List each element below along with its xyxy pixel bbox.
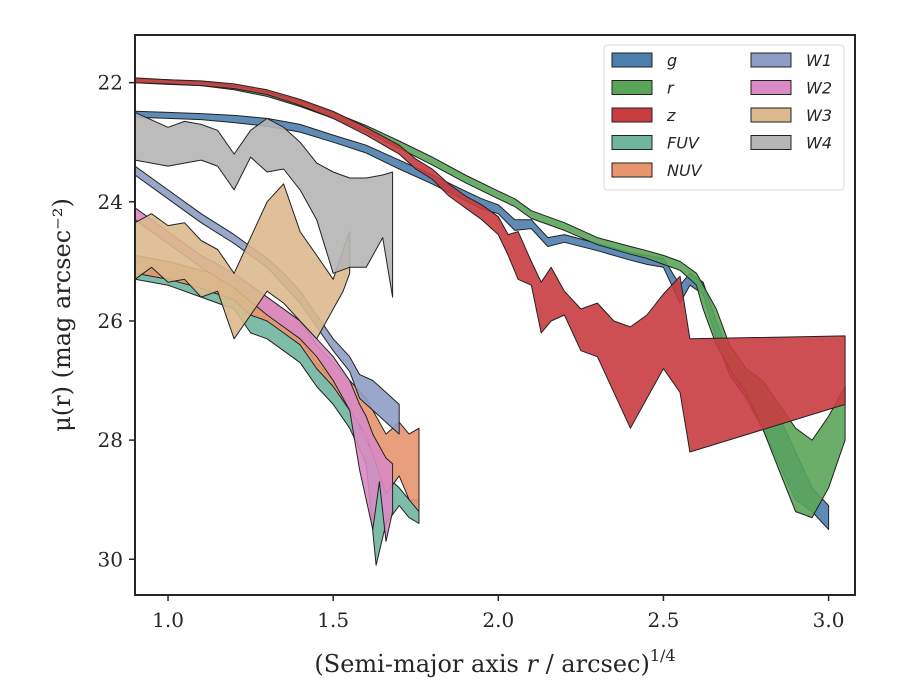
legend-label-fuv: FUV bbox=[667, 134, 700, 153]
band-w2 bbox=[135, 207, 394, 542]
x-tick-label: 2.5 bbox=[648, 608, 680, 632]
y-axis: 22 24 26 28 30 bbox=[98, 71, 135, 571]
legend-label-w1: W1 bbox=[806, 51, 832, 70]
x-tick-label: 1.5 bbox=[317, 608, 349, 632]
legend-swatch-nuv bbox=[611, 162, 653, 178]
legend-swatch-w2 bbox=[750, 80, 792, 95]
x-tick-label: 2.0 bbox=[482, 608, 514, 632]
legend-swatch-w1 bbox=[750, 52, 792, 68]
legend: grz FUV NUV W1 W2 W3 W4 bbox=[603, 44, 845, 191]
legend-swatch-w4 bbox=[750, 135, 792, 150]
legend-swatch-w3 bbox=[750, 107, 792, 123]
legend-swatch-fuv bbox=[611, 135, 653, 150]
legend-label-nuv: NUV bbox=[667, 161, 703, 180]
band-r bbox=[135, 78, 846, 519]
band-z bbox=[135, 77, 846, 453]
x-axis: 1.0 1.5 2.0 2.5 3.0 bbox=[152, 595, 844, 632]
y-tick-label: 22 bbox=[98, 71, 123, 95]
plot-frame bbox=[134, 34, 856, 596]
legend-swatch-g bbox=[611, 52, 653, 68]
legend-label-z: z bbox=[666, 106, 676, 125]
x-tick-label: 3.0 bbox=[813, 608, 845, 632]
y-tick-label: 24 bbox=[98, 190, 123, 214]
legend-label-g: g bbox=[667, 51, 677, 70]
y-axis-label: μ(r) (mag arcsec⁻²) bbox=[48, 198, 76, 432]
band-w3 bbox=[135, 183, 351, 340]
x-axis-label: (Semi-major axis r / arcsec)1/4 bbox=[314, 646, 675, 678]
legend-label-w3: W3 bbox=[806, 106, 832, 125]
x-tick-label: 1.0 bbox=[152, 608, 184, 632]
y-tick-label: 26 bbox=[98, 309, 123, 333]
legend-label-r: r bbox=[667, 79, 675, 98]
y-tick-label: 30 bbox=[98, 547, 123, 571]
y-tick-label: 28 bbox=[98, 428, 123, 452]
legend-swatch-r bbox=[611, 80, 653, 95]
legend-swatch-z bbox=[611, 107, 653, 123]
data-bands bbox=[135, 77, 846, 566]
band-w4 bbox=[135, 111, 394, 298]
legend-label-w2: W2 bbox=[806, 79, 832, 98]
legend-label-w4: W4 bbox=[806, 134, 832, 153]
